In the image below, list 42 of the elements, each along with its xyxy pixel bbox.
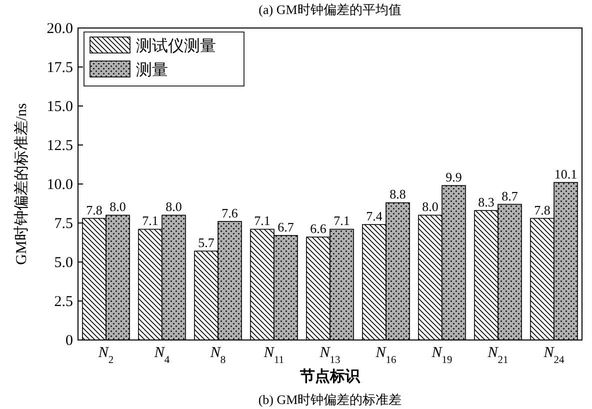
data-label: 8.0 — [422, 199, 438, 214]
y-axis-title: GM时钟偏差的标准差/ns — [13, 103, 30, 265]
x-tick-label: N$_{16}$ — [374, 345, 396, 366]
text: (b) GM时钟偏差的标准差 — [258, 392, 402, 407]
data-label: 7.1 — [334, 213, 350, 228]
y-tick-label: 2.5 — [54, 294, 73, 310]
y-tick-label: 12.5 — [46, 138, 73, 154]
x-tick-label: N$_{11}$ — [262, 345, 284, 366]
data-label: 8.0 — [110, 199, 126, 214]
y-tick-label: 10.0 — [46, 177, 73, 193]
y-tick-label: 17.5 — [46, 60, 73, 76]
legend-label: 测试仪测量 — [136, 37, 216, 55]
x-tick-label: N$_{4}$ — [153, 345, 170, 366]
x-tick-label: N$_{19}$ — [430, 345, 452, 366]
x-tick-label: N$_{24}$ — [542, 345, 566, 366]
data-label: 7.1 — [142, 213, 158, 228]
data-label: 10.1 — [554, 166, 578, 182]
data-label: 7.1 — [254, 213, 270, 228]
x-tick-label: N$_{8}$ — [209, 345, 226, 366]
data-label: 7.6 — [222, 205, 238, 220]
data-label: 8.3 — [478, 194, 494, 210]
y-tick-label: 7.5 — [54, 216, 73, 232]
data-label: 5.7 — [198, 235, 215, 250]
data-label: 8.0 — [166, 199, 182, 214]
y-tick-label: 15.0 — [46, 99, 73, 115]
y-tick-label: 20.0 — [46, 21, 73, 37]
data-label: 9.9 — [446, 170, 462, 185]
x-tick-label: N$_{21}$ — [486, 345, 508, 366]
data-label: 7.8 — [534, 202, 550, 218]
data-label: 7.8 — [86, 202, 102, 218]
y-tick-label: 5.0 — [54, 255, 73, 271]
data-label: 7.4 — [366, 208, 383, 224]
text: (a) GM时钟偏差的平均值 — [258, 2, 402, 17]
data-label: 6.7 — [278, 219, 294, 234]
x-tick-label: N$_{2}$ — [97, 345, 114, 366]
data-label: 8.7 — [502, 188, 518, 204]
legend-label: 测量 — [136, 62, 168, 79]
data-label: 8.8 — [390, 186, 406, 202]
x-tick-label: N$_{13}$ — [318, 345, 340, 366]
y-tick-label: 0 — [66, 333, 73, 349]
data-label: 6.6 — [310, 221, 327, 236]
x-axis-title: 节点标识 — [299, 368, 361, 385]
